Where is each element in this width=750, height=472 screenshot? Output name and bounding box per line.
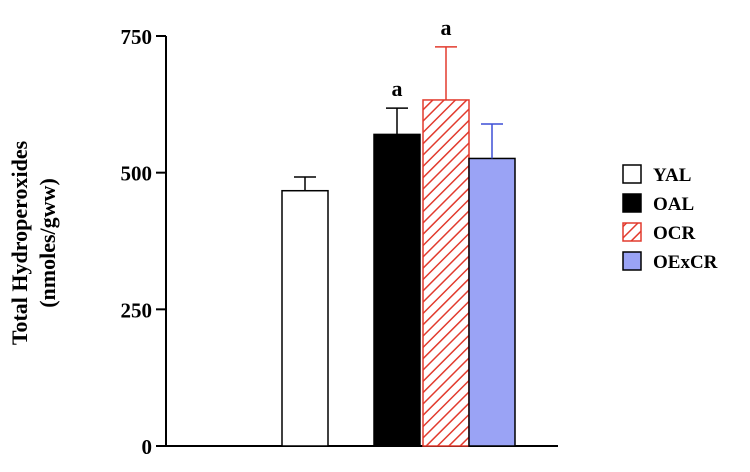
legend-label-oexcr: OExCR xyxy=(653,252,718,273)
legend-label-oal: OAL xyxy=(653,194,694,215)
y-axis-title-line1: Total Hydroperoxides xyxy=(7,140,32,345)
legend-swatch-ocr xyxy=(622,222,642,242)
legend-swatch-oal xyxy=(622,193,642,213)
legend: YAL OAL OCR OExCR xyxy=(622,164,718,273)
y-tick-label: 750 xyxy=(121,25,153,49)
bars: aa xyxy=(281,15,516,447)
bar-oal xyxy=(373,133,421,447)
legend-label-yal: YAL xyxy=(653,165,691,186)
y-tick-label: 500 xyxy=(121,162,153,186)
bar-oexcr xyxy=(468,157,516,447)
bar-yal xyxy=(281,189,329,447)
y-tick-label: 250 xyxy=(121,298,153,322)
significance-label: a xyxy=(392,76,403,101)
y-axis-title: Total Hydroperoxides (nmoles/gww) xyxy=(7,140,60,345)
y-tick-label: 0 xyxy=(142,435,153,459)
bar-ocr xyxy=(422,99,470,447)
y-axis-title-line2: (nmoles/gww) xyxy=(35,178,60,308)
legend-swatch-yal xyxy=(622,164,642,184)
legend-swatch-oexcr xyxy=(622,251,642,271)
y-ticks: 0 250 500 750 xyxy=(121,25,166,459)
significance-label: a xyxy=(441,15,452,40)
legend-label-ocr: OCR xyxy=(653,223,696,244)
